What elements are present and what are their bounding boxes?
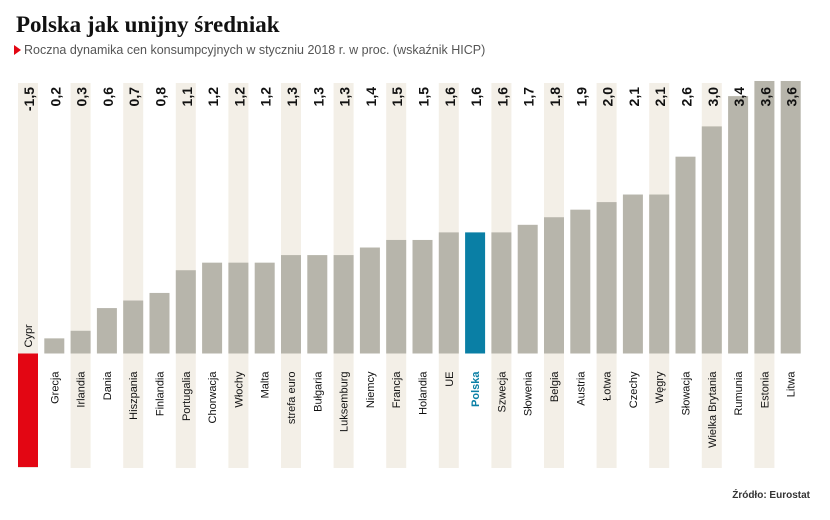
value-label-22: 1,9 [573,87,589,107]
category-label-3: Irlandia [76,371,88,408]
bar-14 [359,247,380,354]
category-label-1: Cypr [23,324,35,348]
bar-3 [70,330,91,354]
category-label-4: Dania [102,371,114,401]
value-label-19: 1,6 [494,87,510,107]
bar-7 [175,270,196,354]
value-label-30: 3,6 [784,87,800,107]
category-label-27: Wielka Brytania [707,371,719,448]
chart-subtitle: Roczna dynamika cen konsumpcyjnych w sty… [14,43,485,57]
bar-29 [754,80,775,354]
bar-30 [780,80,801,354]
bar-23 [596,202,617,354]
bar-6 [149,292,170,354]
value-label-17: 1,6 [442,87,458,107]
value-label-9: 1,2 [231,87,247,107]
bar-10 [254,262,275,354]
category-label-11: strefa euro [286,372,298,425]
category-label-23: Łotwa [602,371,614,401]
bar-13 [333,255,354,354]
value-label-25: 2,1 [652,87,668,107]
bar-20 [517,224,538,354]
value-label-24: 2,1 [626,87,642,107]
category-label-20: Słowenia [523,371,535,417]
category-label-14: Niemcy [365,371,377,408]
bar-21 [544,217,564,354]
value-label-6: 0,8 [153,87,169,107]
value-label-20: 1,7 [521,87,537,107]
value-label-23: 2,0 [600,87,616,107]
category-label-6: Finlandia [155,371,167,417]
value-label-18: 1,6 [468,87,484,107]
category-label-10: Malta [260,371,272,399]
value-label-29: 3,6 [757,87,773,107]
category-label-29: Estonia [759,371,771,409]
bar-12 [307,255,328,354]
category-label-17: UE [444,372,456,387]
category-label-21: Belgia [549,371,561,402]
category-label-18: Polska [470,371,482,407]
chart-title: Polska jak unijny średniak [16,12,280,37]
category-label-24: Czechy [628,371,640,408]
value-label-8: 1,2 [205,87,221,107]
bar-15 [386,239,407,354]
chart-subtitle-text: Roczna dynamika cen konsumpcyjnych w sty… [24,43,486,57]
value-label-7: 1,1 [179,87,195,107]
value-label-11: 1,3 [284,87,300,107]
category-label-12: Bułgaria [312,371,324,412]
bar-4 [96,308,117,354]
category-label-15: Francja [391,371,403,409]
bar-17 [438,232,459,354]
category-label-2: Grecja [49,371,61,404]
value-label-26: 2,6 [679,87,695,107]
value-label-28: 3,4 [731,87,747,107]
category-label-28: Rumunia [733,371,745,416]
bar-28 [728,96,749,354]
background-band [123,83,144,468]
category-label-30: Litwa [786,371,798,398]
bar-19 [491,232,512,354]
bar-18 [465,232,486,354]
category-label-22: Austria [575,371,587,406]
bar-24 [622,194,643,354]
category-label-19: Szwecja [496,371,508,413]
source-note: Źródło: Eurostat [732,490,810,501]
bar-16 [412,239,433,354]
category-label-5: Hiszpania [128,371,140,420]
value-label-27: 3,0 [705,87,721,107]
value-label-10: 1,2 [258,87,274,107]
category-label-9: Włochy [233,371,245,408]
value-label-13: 1,3 [337,87,353,107]
category-label-25: Węgry [654,371,666,403]
bar-1 [18,353,38,468]
triangle-marker-icon [14,45,21,55]
bar-22 [570,209,591,354]
value-label-1: -1,5 [21,87,37,111]
value-label-2: 0,2 [47,87,63,107]
bar-11 [281,255,301,354]
value-label-4: 0,6 [100,87,116,107]
bar-5 [123,300,144,354]
value-label-16: 1,5 [416,87,432,107]
bar-26 [675,156,696,354]
background-band [70,83,91,468]
category-label-26: Słowacja [681,371,693,416]
bar-27 [701,126,722,354]
value-label-21: 1,8 [547,87,563,107]
value-label-15: 1,5 [389,87,405,107]
category-label-8: Chorwacja [207,371,219,424]
value-label-12: 1,3 [310,87,326,107]
value-label-3: 0,3 [74,87,90,107]
value-label-5: 0,7 [126,87,142,107]
bar-25 [649,194,670,354]
category-label-7: Portugalia [181,371,193,421]
category-label-13: Luksemburg [339,372,351,433]
category-label-16: Holandia [418,371,430,415]
bar-2 [44,338,65,354]
value-label-14: 1,4 [363,87,379,107]
bar-8 [202,262,223,354]
bar-9 [228,262,249,354]
